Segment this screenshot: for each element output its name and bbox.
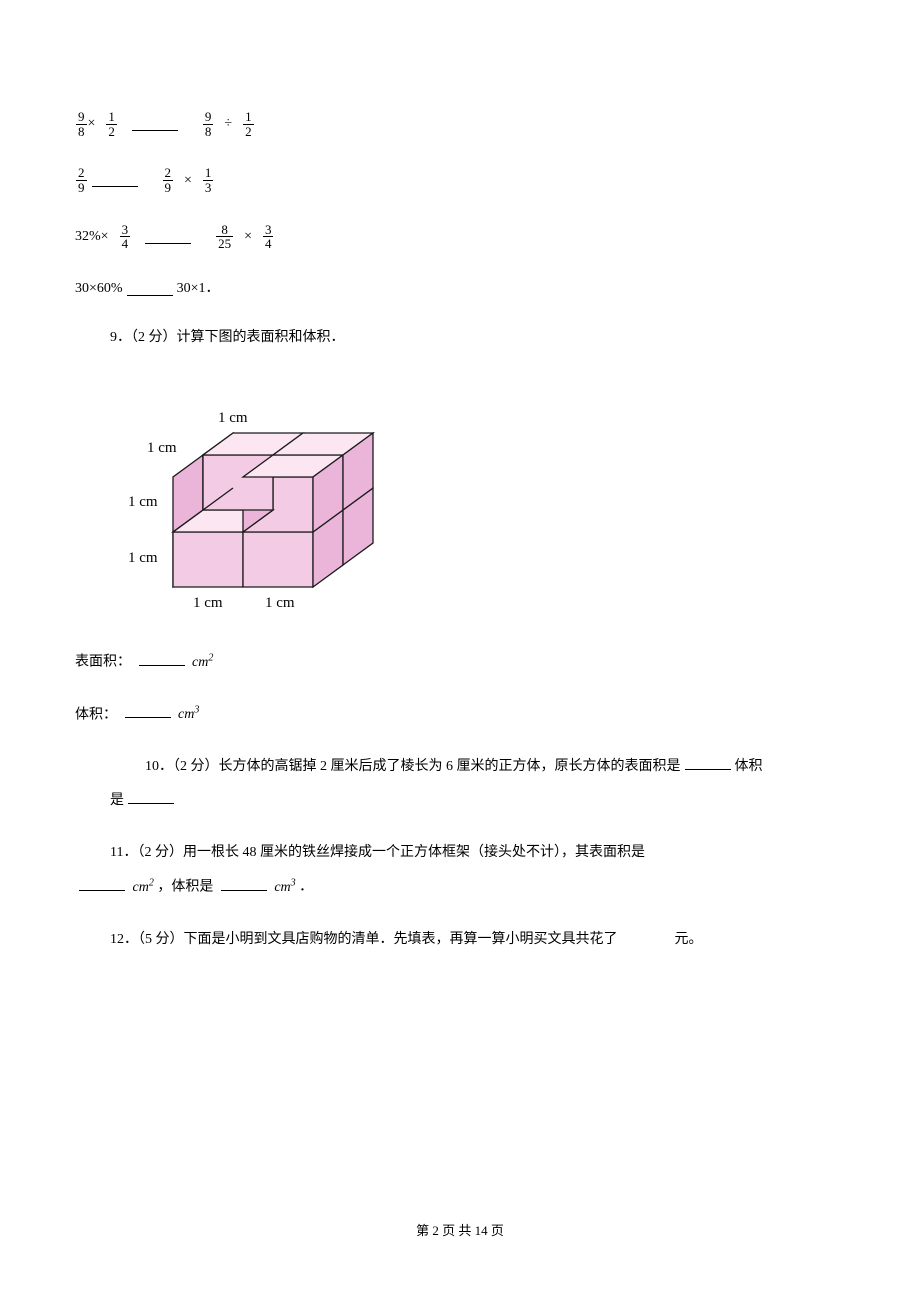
- question-text: ，体积是: [157, 880, 213, 895]
- unit-text: cm2: [133, 880, 154, 895]
- label-text: 表面积：: [75, 655, 131, 670]
- answer-blank[interactable]: [127, 282, 173, 296]
- denominator: 2: [243, 124, 254, 139]
- expr-text: 30×1．: [177, 279, 220, 299]
- dim-label: 1 cm: [147, 440, 177, 456]
- answer-blank[interactable]: [221, 877, 267, 891]
- cube-figure: 1 cm 1 cm 1 cm 1 cm 1 cm 1 cm: [93, 382, 845, 624]
- dim-label: 1 cm: [193, 595, 223, 611]
- denominator: 8: [76, 124, 87, 139]
- fraction: 12: [106, 110, 117, 138]
- denominator: 8: [203, 124, 214, 139]
- question-text: 10．（2 分）长方体的高锯掉 2 厘米后成了棱长为 6 厘米的正方体，原长方体…: [110, 759, 681, 774]
- dim-label: 1 cm: [128, 494, 158, 510]
- question-text: 元。: [675, 932, 703, 947]
- fraction: 98: [76, 110, 87, 138]
- denominator: 4: [120, 236, 131, 251]
- answer-blank[interactable]: [132, 117, 178, 131]
- question-11: 11．（2 分）用一根长 48 厘米的铁丝焊接成一个正方体框架（接头处不计），其…: [75, 839, 845, 902]
- question-text: 11．（2 分）用一根长 48 厘米的铁丝焊接成一个正方体框架（接头处不计），其…: [75, 845, 645, 860]
- unit-text: cm2: [192, 655, 213, 670]
- fraction: 29: [76, 166, 87, 194]
- unit-text: cm3: [178, 707, 199, 722]
- operator: ×: [88, 114, 96, 134]
- answer-blank[interactable]: [79, 877, 125, 891]
- expr-text: 32%×: [75, 227, 109, 247]
- equation-row-3: 32%× 34 825 × 34: [75, 223, 845, 251]
- question-12: 12．（5 分）下面是小明到文具店购物的清单．先填表，再算一算小明买文具共花了 …: [75, 926, 845, 954]
- question-text: 是: [110, 793, 124, 808]
- answer-blank[interactable]: [128, 790, 174, 804]
- dim-label: 1 cm: [218, 410, 248, 426]
- answer-blank[interactable]: [139, 652, 185, 666]
- question-text: 体积: [735, 759, 763, 774]
- fraction: 12: [243, 110, 254, 138]
- question-9-label: 9．（2 分）计算下图的表面积和体积．: [75, 324, 845, 352]
- q9-surface-area: 表面积： cm2: [75, 648, 845, 677]
- question-text: 9．（2 分）计算下图的表面积和体积．: [110, 330, 345, 345]
- dim-label: 1 cm: [128, 550, 158, 566]
- footer-text: 第 2 页 共 14 页: [416, 1223, 504, 1238]
- fraction: 34: [263, 223, 274, 251]
- cube-svg: 1 cm 1 cm 1 cm 1 cm 1 cm 1 cm: [93, 382, 393, 617]
- operator: ×: [244, 227, 252, 247]
- question-text: 12．（5 分）下面是小明到文具店购物的清单．先填表，再算一算小明买文具共花了: [110, 932, 618, 947]
- numerator: 9: [203, 110, 214, 124]
- unit-text: cm3: [274, 880, 295, 895]
- answer-blank[interactable]: [145, 230, 191, 244]
- denominator: 4: [263, 236, 274, 251]
- numerator: 3: [120, 223, 131, 237]
- operator: ÷: [224, 114, 232, 134]
- numerator: 9: [76, 110, 87, 124]
- label-text: 体积：: [75, 707, 117, 722]
- numerator: 2: [76, 166, 87, 180]
- answer-blank[interactable]: [92, 173, 138, 187]
- page-footer: 第 2 页 共 14 页: [0, 1222, 920, 1240]
- operator: ×: [184, 171, 192, 191]
- fraction: 825: [216, 223, 233, 251]
- numerator: 1: [203, 166, 214, 180]
- denominator: 3: [203, 180, 214, 195]
- answer-blank[interactable]: [625, 929, 667, 943]
- equation-row-2: 29 29 × 13: [75, 166, 845, 194]
- numerator: 3: [263, 223, 274, 237]
- answer-blank[interactable]: [125, 704, 171, 718]
- numerator: 8: [219, 223, 230, 237]
- denominator: 25: [216, 236, 233, 251]
- dim-label: 1 cm: [265, 595, 295, 611]
- fraction: 98: [203, 110, 214, 138]
- denominator: 2: [106, 124, 117, 139]
- fraction: 13: [203, 166, 214, 194]
- q9-volume: 体积： cm3: [75, 701, 845, 730]
- fraction: 34: [120, 223, 131, 251]
- expr-text: 30×60%: [75, 279, 123, 299]
- denominator: 9: [76, 180, 87, 195]
- question-text: ．: [299, 880, 313, 895]
- numerator: 1: [243, 110, 254, 124]
- denominator: 9: [163, 180, 174, 195]
- fraction: 29: [163, 166, 174, 194]
- numerator: 2: [163, 166, 174, 180]
- equation-row-1: 98 × 12 98 ÷ 12: [75, 110, 845, 138]
- equation-row-4: 30×60% 30×1．: [75, 279, 845, 299]
- answer-blank[interactable]: [685, 756, 731, 770]
- question-10: 10．（2 分）长方体的高锯掉 2 厘米后成了棱长为 6 厘米的正方体，原长方体…: [75, 753, 845, 815]
- numerator: 1: [106, 110, 117, 124]
